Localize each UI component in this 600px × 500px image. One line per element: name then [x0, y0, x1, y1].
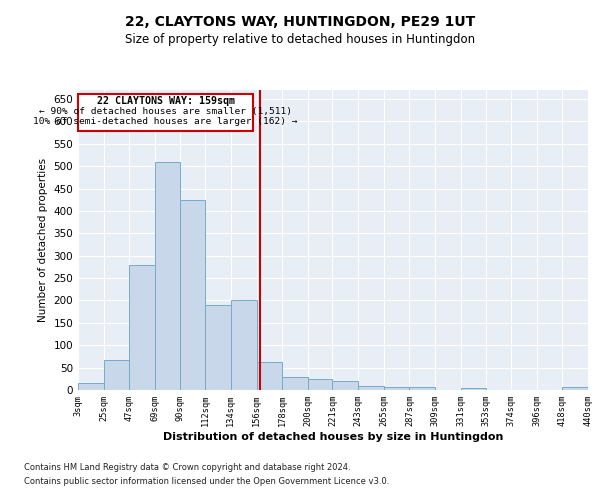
Text: Distribution of detached houses by size in Huntingdon: Distribution of detached houses by size … [163, 432, 503, 442]
FancyBboxPatch shape [78, 94, 253, 131]
Bar [78, 384, 104, 390]
Bar [155, 162, 179, 390]
Text: 10% of semi-detached houses are larger (162) →: 10% of semi-detached houses are larger (… [33, 117, 298, 126]
Text: Contains public sector information licensed under the Open Government Licence v3: Contains public sector information licen… [24, 477, 389, 486]
Bar [130, 264, 155, 390]
Bar [179, 200, 205, 390]
Bar [461, 388, 487, 390]
Text: 22 CLAYTONS WAY: 159sqm: 22 CLAYTONS WAY: 159sqm [97, 96, 235, 106]
Bar [231, 300, 257, 390]
Text: Size of property relative to detached houses in Huntingdon: Size of property relative to detached ho… [125, 32, 475, 46]
Text: ← 90% of detached houses are smaller (1,511): ← 90% of detached houses are smaller (1,… [39, 107, 292, 116]
Bar [104, 360, 130, 390]
Bar [332, 381, 358, 390]
Bar [308, 379, 332, 390]
Text: 22, CLAYTONS WAY, HUNTINGDON, PE29 1UT: 22, CLAYTONS WAY, HUNTINGDON, PE29 1UT [125, 15, 475, 29]
Bar [358, 386, 384, 390]
Bar [257, 362, 282, 390]
Bar [384, 387, 409, 390]
Bar [562, 387, 588, 390]
Bar [282, 376, 308, 390]
Y-axis label: Number of detached properties: Number of detached properties [38, 158, 48, 322]
Bar [409, 387, 435, 390]
Text: Contains HM Land Registry data © Crown copyright and database right 2024.: Contains HM Land Registry data © Crown c… [24, 464, 350, 472]
Bar [205, 305, 231, 390]
